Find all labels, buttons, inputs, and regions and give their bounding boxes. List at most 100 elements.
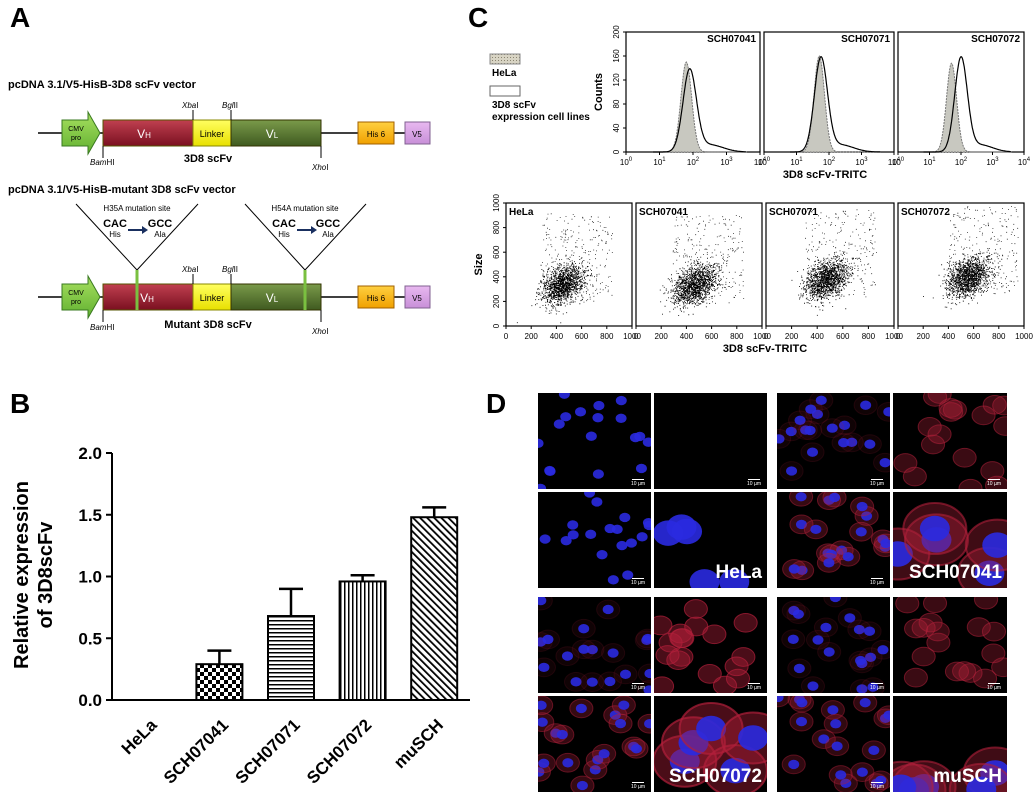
nucleus [575,703,587,714]
vh-domain-mutant [102,283,194,311]
nucleus [598,749,610,759]
cytoplasm [966,617,991,637]
cell-line-label: muSCH [933,766,1002,787]
cytoplasm [920,434,946,455]
nucleus [982,532,1007,558]
nucleus [604,676,616,687]
his6-tag-mutant [357,285,395,309]
nucleus [615,395,627,406]
nucleus [544,465,556,476]
nucleus [596,549,608,560]
cytoplasm [992,395,1007,416]
nucleus [829,597,841,603]
cytoplasm [980,461,1005,481]
nucleus [615,718,627,729]
cytoplasm [958,478,983,489]
micrograph: SCH07041 [893,492,1007,588]
nucleus [696,715,727,742]
cytoplasm [925,621,950,642]
nucleus [864,439,876,449]
nucleus [642,518,651,528]
his6-tag [357,121,395,145]
nucleus [578,644,590,654]
construct2-label: Mutant 3D8 scFv [164,319,252,331]
nucleus [829,492,841,503]
panel-label-a: A [10,2,31,33]
cytoplasm [926,632,951,653]
nucleus [786,466,798,476]
micrograph: 10 µm [654,597,767,693]
svg-text:H54A mutation site: H54A mutation site [271,204,339,213]
micrograph: 10 µm [538,492,651,588]
nucleus [611,524,623,534]
nucleus [622,570,634,580]
nucleus [856,501,868,512]
nucleus [795,716,807,727]
cytoplasm [917,417,942,437]
cytoplasm [895,597,920,614]
nucleus [538,662,550,673]
nucleus [831,741,843,751]
svg-text:CMV: CMV [68,290,84,297]
nucleus [578,624,590,634]
svg-text:CMV: CMV [68,126,84,133]
cytoplasm [668,623,693,644]
nucleus [642,633,651,644]
cell-line-label: SCH07041 [909,562,1002,583]
nucleus [823,558,835,568]
nucleus [592,469,604,479]
construct1-label: 3D8 scFv [184,153,233,165]
nucleus [883,407,890,417]
micrograph: 10 µm [777,492,890,588]
v5-tag [404,121,431,145]
vector1-title: pcDNA 3.1/V5-HisB-3D8 scFv vector [8,79,197,91]
nucleus [635,463,647,474]
cytoplasm [911,618,936,638]
nucleus [794,415,806,425]
svg-text:H35A mutation site: H35A mutation site [103,204,171,213]
nucleus [856,767,868,777]
nucleus [720,757,751,784]
svg-text:pro: pro [71,299,81,306]
svg-text:pro: pro [71,135,81,142]
nucleus [585,431,597,441]
vl-domain [230,119,322,147]
svg-text:CAC: CAC [103,218,127,230]
nucleus [538,700,547,711]
micrograph: 10 µm [893,393,1007,489]
nucleus [796,697,808,708]
nucleus [567,520,579,530]
svg-text:V5: V5 [412,130,422,139]
cytoplasm [654,615,673,636]
nucleus [893,541,913,567]
scale-bar: 10 µm [747,479,761,487]
nucleus [777,434,785,444]
panel-label-b: B [10,388,31,419]
svg-text:GCC: GCC [316,218,341,230]
nucleus [846,437,858,448]
nucleus [607,648,619,658]
micrograph: 10 µm [777,597,890,693]
scale-bar: 10 µm [747,683,761,691]
nucleus [883,710,890,720]
nucleus [966,776,997,792]
nucleus [838,438,850,448]
nucleus [538,597,547,606]
panel-label-c: C [468,2,489,33]
scale-bar: 10 µm [870,479,884,487]
cytoplasm [733,612,758,633]
nucleus [539,534,551,544]
svg-text:Linker: Linker [200,293,225,303]
nucleus [538,438,544,449]
cell-line-label: SCH07072 [669,766,762,787]
cytoplasm [982,394,1007,415]
nucleus [602,604,614,615]
nucleus [738,725,767,751]
nucleus [868,745,880,755]
nucleus [591,497,603,507]
nucleus [815,395,827,405]
nucleus [644,719,651,729]
nucleus [795,492,807,502]
nucleus [893,774,917,792]
